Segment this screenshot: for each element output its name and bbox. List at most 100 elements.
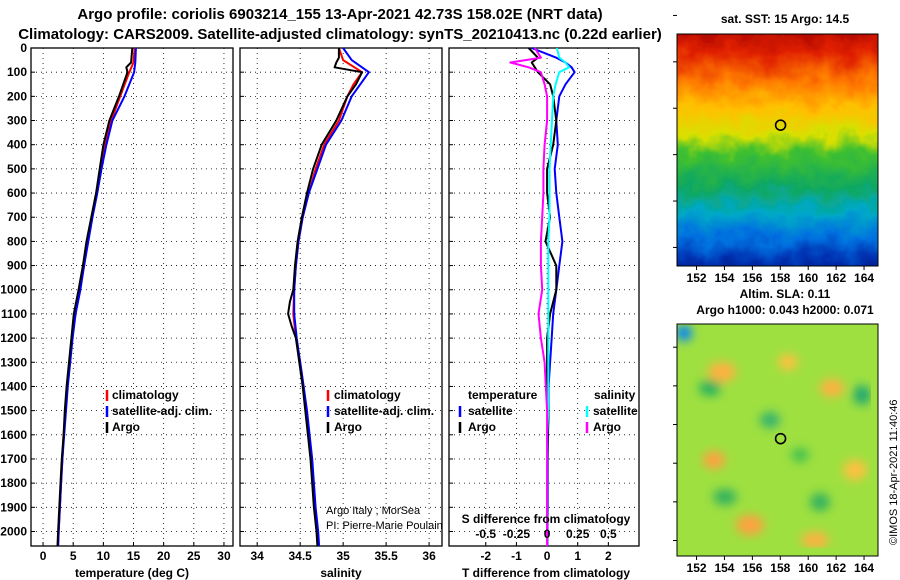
s-diff-tick-label: -0.5 <box>475 527 496 541</box>
t-difference-x-label: T difference from climatology <box>462 566 630 580</box>
x-tick-label: 5 <box>70 549 77 563</box>
x-tick-label: 25 <box>187 549 201 563</box>
s-diff-tick-label: -0.25 <box>503 527 531 541</box>
argo-location-marker <box>774 432 787 445</box>
x-tick-label: 0 <box>40 549 47 563</box>
sst-map-frame <box>676 33 879 267</box>
sla-map-frame <box>676 323 879 557</box>
depth-tick-label: 200 <box>7 89 27 103</box>
s-diff-tick-label: 0.25 <box>566 527 590 541</box>
depth-tick-label: 800 <box>7 234 27 248</box>
depth-tick-label: 100 <box>7 65 27 79</box>
legend-argo-label: Argo <box>334 420 362 434</box>
x-tick-label: -1 <box>511 549 522 563</box>
depth-tick-label: 1100 <box>1 307 27 321</box>
depth-tick-label: 500 <box>7 162 27 176</box>
depth-tick-label: 300 <box>7 114 27 128</box>
credit-line-1: Argo Italy ; MorSea <box>326 505 421 517</box>
credit-line-2: PI: Pierre-Marie Poulain <box>326 520 443 532</box>
x-tick-label: 2 <box>605 549 612 563</box>
lon-tick-label: 158 <box>770 561 790 575</box>
lon-tick-label: 156 <box>742 561 762 575</box>
temperature-x-label: temperature (deg C) <box>75 566 189 580</box>
x-tick-label: 0 <box>544 549 551 563</box>
legend-s-satellite-label: satellite <box>593 404 638 418</box>
depth-tick-label: 1600 <box>0 428 27 442</box>
series-line-argo <box>56 47 134 547</box>
x-tick-label: 1 <box>574 549 581 563</box>
map-panels: -38-40-42-44-46-48152154156158160162164 <box>670 8 879 575</box>
lon-tick-label: 164 <box>854 561 874 575</box>
lon-tick-label: 158 <box>770 271 790 285</box>
temperature-legend: climatology satellite-adj. clim. Argo <box>105 388 212 434</box>
x-tick-label: 10 <box>97 549 111 563</box>
sst-field <box>677 34 878 266</box>
lon-tick-label: 164 <box>854 271 874 285</box>
lon-tick-label: 160 <box>798 271 818 285</box>
x-tick-label: 36 <box>422 549 436 563</box>
sla-map-title-2: Argo h1000: 0.043 h2000: 0.071 <box>696 303 874 317</box>
title-line-1: Argo profile: coriolis 6903214_155 13-Ap… <box>77 6 603 23</box>
imos-timestamp: ©IMOS 18-Apr-2021 11:40:46 <box>888 399 900 545</box>
depth-tick-label: 700 <box>7 210 27 224</box>
legend-s-argo-label: Argo <box>593 420 621 434</box>
lon-tick-label: 152 <box>687 561 707 575</box>
depth-tick-label: 1300 <box>0 355 27 369</box>
x-tick-label: 15 <box>127 549 141 563</box>
legend-satellite-label: satellite-adj. clim. <box>334 404 434 418</box>
legend-t-satellite-label: satellite <box>468 404 513 418</box>
temperature-panel: 0 5 10 15 20 25 30 temperature (deg C) climato… <box>30 47 234 580</box>
x-tick-label: 20 <box>157 549 171 563</box>
lon-tick-label: 160 <box>798 561 818 575</box>
sst-map-title: sat. SST: 15 Argo: 14.5 <box>720 12 850 26</box>
x-tick-label: 30 <box>217 549 231 563</box>
sla-map-title-1: Altim. SLA: 0.11 <box>739 287 831 301</box>
legend-t-argo-label: Argo <box>468 420 496 434</box>
depth-tick-label: 2000 <box>0 524 27 538</box>
lon-tick-label: 162 <box>826 561 846 575</box>
s-diff-tick-label: 0.5 <box>600 527 617 541</box>
depth-axis: 0 100 200 300 400 500 600 700 800 900 1000 1100 1200… <box>0 41 27 538</box>
legend-argo-label: Argo <box>112 420 140 434</box>
legend-satellite-label: satellite-adj. clim. <box>112 404 212 418</box>
depth-tick-label: 400 <box>7 138 27 152</box>
difference-panel: -2 -1 0 1 2 T difference from climatology S … <box>448 47 640 580</box>
x-tick-label: 35 <box>336 549 350 563</box>
legend-climatology-label: climatology <box>334 388 401 402</box>
series-line-argo <box>287 48 364 547</box>
difference-plot-frame <box>448 47 640 547</box>
legend-temperature-heading: temperature <box>468 388 538 402</box>
argo-location-marker <box>774 119 787 131</box>
lon-tick-label: 162 <box>826 271 846 285</box>
depth-tick-label: 1200 <box>0 331 27 345</box>
x-tick-label: 34.5 <box>288 549 312 563</box>
profile-charts: 0100200300400500600700800900100011001200… <box>0 41 640 580</box>
difference-legend: temperature satellite Argo salinity sate… <box>458 388 638 434</box>
sst-map: -38-40-42-44-46-48152154156158160162164 <box>670 8 879 285</box>
sla-map: -38-40-42-44-46-48152154156158160162164 <box>670 323 879 575</box>
s-difference-x-label: S difference from climatology <box>462 512 631 526</box>
salinity-legend: climatology satellite-adj. clim. Argo <box>326 388 434 434</box>
s-diff-tick-label: 0 <box>544 527 551 541</box>
depth-tick-label: 1000 <box>0 283 27 297</box>
x-tick-label: 34 <box>251 549 265 563</box>
x-tick-label: -2 <box>480 549 491 563</box>
salinity-x-label: salinity <box>320 566 362 580</box>
depth-tick-label: 1500 <box>0 404 27 418</box>
sla-field <box>677 324 878 556</box>
x-tick-label: 35.5 <box>374 549 398 563</box>
lon-tick-label: 156 <box>742 271 762 285</box>
series-line-salinity-argo <box>509 47 549 546</box>
salinity-plot-frame <box>239 47 443 547</box>
depth-tick-label: 1400 <box>0 379 27 393</box>
lon-tick-label: 152 <box>687 271 707 285</box>
lon-tick-label: 154 <box>714 561 734 575</box>
depth-tick-label: 900 <box>7 259 27 273</box>
temperature-plot-frame <box>30 47 234 547</box>
title-line-2: Climatology: CARS2009. Satellite-adjuste… <box>18 26 662 43</box>
legend-climatology-label: climatology <box>112 388 179 402</box>
depth-tick-label: 1700 <box>0 452 27 466</box>
depth-tick-label: 1900 <box>0 500 27 514</box>
depth-tick-label: 600 <box>7 186 27 200</box>
sla-anomaly-patches <box>677 325 871 548</box>
